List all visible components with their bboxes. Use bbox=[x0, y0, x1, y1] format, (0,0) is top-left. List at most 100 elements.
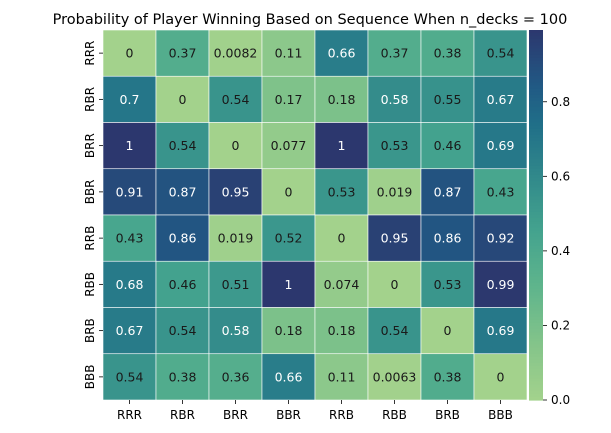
cell-value-label: 0.11 bbox=[328, 369, 356, 384]
cell-value-label: 0 bbox=[126, 46, 134, 61]
colorbar-segment bbox=[529, 39, 543, 43]
colorbar-segment bbox=[529, 215, 543, 219]
colorbar-tick-label: 0.8 bbox=[551, 95, 570, 109]
x-tick-label: RBB bbox=[382, 408, 407, 422]
colorbar-segment bbox=[529, 393, 543, 398]
colorbar-tick-label: 0.0 bbox=[551, 393, 570, 407]
heatmap-cell bbox=[314, 29, 369, 77]
colorbar-segment bbox=[529, 366, 543, 370]
colorbar-segment bbox=[529, 36, 543, 40]
colorbar-segment bbox=[529, 289, 543, 293]
colorbar-segment bbox=[529, 295, 543, 299]
heatmap-cell bbox=[155, 260, 210, 308]
colorbar-segment bbox=[529, 70, 543, 74]
cell-value-label: 0.51 bbox=[222, 277, 250, 292]
colorbar-segment bbox=[529, 60, 543, 65]
heatmap-cell bbox=[261, 75, 316, 123]
colorbar: 0.0 0.2 0.4 0.6 0.8 bbox=[529, 30, 570, 407]
colorbar-segment bbox=[529, 57, 543, 62]
cell-value-label: 0 bbox=[444, 323, 452, 338]
colorbar-segment bbox=[529, 113, 543, 117]
colorbar-segment bbox=[529, 381, 543, 386]
heatmap-cell bbox=[314, 168, 369, 216]
colorbar-segment bbox=[529, 248, 543, 253]
x-tick-label: RRR bbox=[117, 408, 142, 422]
colorbar-segment bbox=[529, 396, 543, 401]
colorbar-segment bbox=[529, 97, 543, 102]
colorbar-segment bbox=[529, 119, 543, 124]
colorbar-segment bbox=[529, 347, 543, 352]
colorbar-segment bbox=[529, 187, 543, 191]
heatmap-cell bbox=[208, 168, 263, 216]
colorbar-segment bbox=[529, 353, 543, 358]
heatmap-cell bbox=[473, 307, 528, 355]
heatmap-cell bbox=[261, 29, 316, 77]
colorbar-segment bbox=[529, 304, 543, 309]
colorbar-segment bbox=[529, 45, 543, 50]
heatmap-cell bbox=[208, 29, 263, 77]
cell-value-label: 0.019 bbox=[218, 231, 254, 246]
cell-value-label: 0.68 bbox=[116, 277, 144, 292]
colorbar-segment bbox=[529, 239, 543, 244]
heatmap-cell bbox=[261, 122, 316, 170]
y-tick-label: RBB bbox=[83, 272, 97, 297]
colorbar-segment bbox=[529, 378, 543, 383]
heatmap-cell bbox=[473, 214, 528, 262]
x-tick-label: BRR bbox=[223, 408, 248, 422]
colorbar-segment bbox=[529, 193, 543, 198]
colorbar-segment bbox=[529, 122, 543, 127]
y-tick-label: RRR bbox=[83, 41, 97, 66]
colorbar-segment bbox=[529, 196, 543, 201]
colorbar-segment bbox=[529, 174, 543, 179]
colorbar-segment bbox=[529, 332, 543, 336]
cell-value-label: 0.37 bbox=[381, 46, 409, 61]
colorbar-segment bbox=[529, 125, 543, 130]
cell-value-label: 0 bbox=[497, 369, 505, 384]
heatmap-cell bbox=[367, 307, 422, 355]
heatmap-cell bbox=[473, 29, 528, 77]
y-tick-label: BRR bbox=[83, 133, 97, 158]
colorbar-segment bbox=[529, 375, 543, 380]
cell-value-label: 1 bbox=[285, 277, 293, 292]
colorbar-segment bbox=[529, 137, 543, 142]
cell-value-label: 0.55 bbox=[434, 92, 462, 107]
heatmap-cell bbox=[102, 168, 157, 216]
colorbar-segment bbox=[529, 211, 543, 216]
colorbar-segment bbox=[529, 224, 543, 228]
colorbar-segment bbox=[529, 282, 543, 287]
cell-value-label: 1 bbox=[126, 138, 134, 153]
colorbar-segment bbox=[529, 94, 543, 99]
cell-value-label: 0.37 bbox=[169, 46, 197, 61]
colorbar-segment bbox=[529, 221, 543, 225]
cell-value-label: 0.54 bbox=[381, 323, 409, 338]
cell-value-label: 0.38 bbox=[169, 369, 197, 384]
cell-value-label: 0.95 bbox=[381, 231, 409, 246]
colorbar-segment bbox=[529, 156, 543, 161]
cell-value-label: 0 bbox=[338, 231, 346, 246]
x-tick-label: BBR bbox=[276, 408, 301, 422]
colorbar-segment bbox=[529, 171, 543, 176]
colorbar-segment bbox=[529, 181, 543, 185]
colorbar-segment bbox=[529, 107, 543, 111]
colorbar-segment bbox=[529, 307, 543, 312]
heatmap-cell bbox=[367, 75, 422, 123]
cell-value-label: 0 bbox=[179, 92, 187, 107]
cell-value-label: 0.54 bbox=[116, 369, 144, 384]
colorbar-segment bbox=[529, 319, 543, 324]
colorbar-segment bbox=[529, 313, 543, 318]
colorbar-segment bbox=[529, 100, 543, 105]
colorbar-segment bbox=[529, 134, 543, 139]
y-tick-labels: RRR RBR BRR BBR RRB RBB BRB BBB bbox=[83, 41, 103, 389]
heatmap-cell bbox=[367, 29, 422, 77]
colorbar-segment bbox=[529, 48, 543, 53]
colorbar-segment bbox=[529, 76, 543, 80]
x-tick-label: BRB bbox=[435, 408, 460, 422]
colorbar-segment bbox=[529, 279, 543, 284]
colorbar-segment bbox=[529, 236, 543, 241]
colorbar-segment bbox=[529, 276, 543, 281]
colorbar-segment bbox=[529, 199, 543, 204]
colorbar-segment bbox=[529, 301, 543, 306]
cell-value-label: 0.99 bbox=[487, 277, 515, 292]
heatmap-cell bbox=[314, 75, 369, 123]
